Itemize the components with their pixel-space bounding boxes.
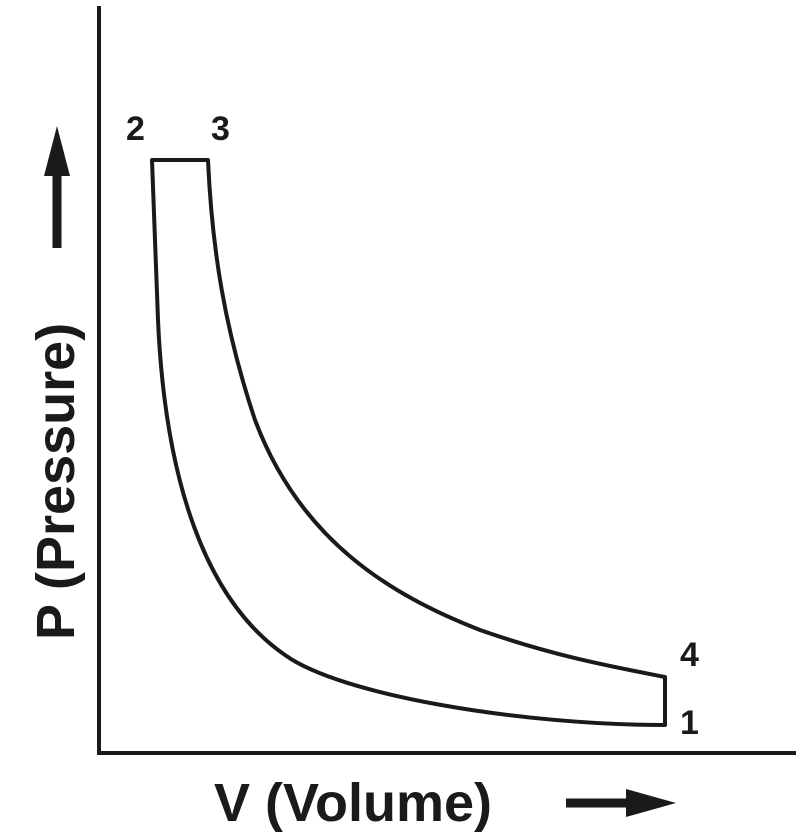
- point-label-2: 2: [126, 110, 145, 148]
- y-axis-label: P (Pressure): [26, 323, 86, 640]
- point-label-1: 1: [680, 704, 699, 742]
- y-axis-arrow-icon: [44, 126, 70, 176]
- point-label-4: 4: [680, 636, 699, 674]
- x-axis-label: V (Volume): [214, 773, 492, 833]
- thermodynamic-cycle: [150, 158, 667, 727]
- point-label-3: 3: [211, 110, 230, 148]
- x-axis-arrow-icon: [626, 789, 676, 817]
